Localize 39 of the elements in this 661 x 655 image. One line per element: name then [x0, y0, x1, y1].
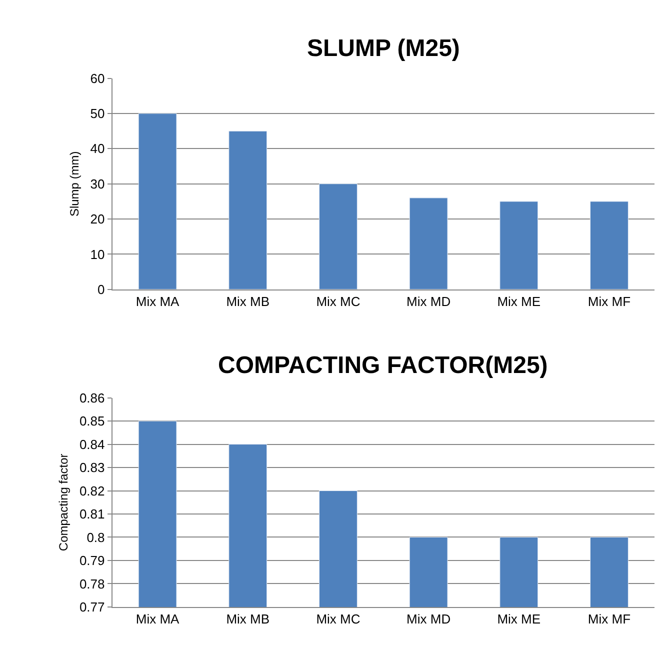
- y-axis-title: Compacting factor: [56, 454, 71, 552]
- y-tick-label: 0.81: [79, 506, 105, 522]
- chart-title: SLUMP (M25): [307, 35, 460, 62]
- bar: [590, 201, 628, 290]
- x-tick-label: Mix MC: [316, 294, 360, 309]
- y-tick-label: 0.79: [79, 553, 105, 568]
- y-tick-label: 60: [90, 70, 105, 86]
- x-tick-label: Mix MA: [136, 294, 180, 309]
- y-tick-label: 40: [90, 141, 105, 156]
- x-tick-label: Mix MF: [588, 612, 631, 627]
- y-tick-label: 0: [98, 282, 105, 297]
- y-tick-label: 0.85: [79, 414, 105, 429]
- y-axis-title: Slump (mm): [68, 151, 82, 217]
- y-tick-label: 0.84: [79, 436, 105, 452]
- x-tick-label: Mix MC: [316, 612, 360, 627]
- x-tick-label: Mix MB: [226, 294, 270, 309]
- bar: [318, 184, 358, 290]
- chart-title: COMPACTING FACTOR(M25): [218, 352, 548, 379]
- bar: [138, 113, 177, 290]
- y-tick-label: 0.86: [79, 390, 105, 406]
- x-tick-label: Mix MB: [226, 612, 270, 627]
- x-tick-label: Mix MD: [406, 294, 451, 309]
- x-tick-label: Mix ME: [497, 294, 541, 309]
- y-tick-label: 0.78: [79, 576, 105, 592]
- bar: [228, 130, 268, 290]
- y-tick-label: 20: [90, 212, 105, 227]
- bar: [500, 201, 538, 290]
- y-tick-label: 0.8: [86, 530, 105, 545]
- y-tick-label: 50: [90, 106, 105, 122]
- x-tick-label: Mix MF: [588, 294, 631, 309]
- y-tick-label: 0.83: [79, 460, 105, 476]
- y-tick-label: 0.82: [79, 483, 105, 498]
- bar: [409, 198, 448, 290]
- x-tick-label: Mix ME: [497, 612, 541, 627]
- x-tick-label: Mix MA: [136, 612, 180, 627]
- x-tick-label: Mix MD: [406, 612, 451, 627]
- y-tick-label: 30: [90, 176, 105, 192]
- y-tick-label: 10: [90, 246, 105, 262]
- y-tick-label: 0.77: [79, 599, 105, 614]
